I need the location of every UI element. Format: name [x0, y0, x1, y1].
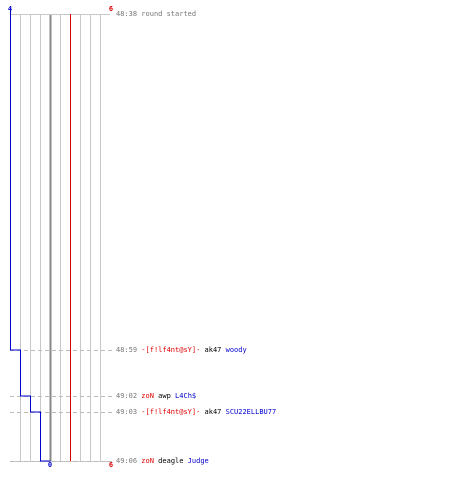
event-time: 49:06 [116, 457, 138, 465]
event-row-info: 48:38 round started [116, 9, 196, 19]
victim-name: woody [225, 346, 247, 354]
victim-name: Judge [187, 457, 209, 465]
killer-name: zoN [141, 457, 154, 465]
event-time: 48:38 [116, 10, 138, 18]
event-time: 48:59 [116, 346, 138, 354]
team-b-start-count: 6 [108, 5, 114, 13]
weapon-name: ak47 [204, 346, 222, 354]
team-b-end-count: 6 [108, 461, 114, 469]
killer-name: -[f!lf4nt@sY]- [141, 346, 201, 354]
team-a-count-line [10, 8, 51, 462]
weapon-name: ak47 [204, 408, 222, 416]
event-row-kill: 49:06 zoN deagle Judge [116, 456, 209, 466]
weapon-name: awp [158, 392, 171, 400]
victim-name: SCU22ELLBU77 [225, 408, 277, 416]
event-time: 49:03 [116, 408, 138, 416]
event-row-kill: 48:59 -[f!lf4nt@sY]- ak47 woody [116, 345, 247, 355]
victim-name: L4Ch$ [175, 392, 197, 400]
event-message: round started [141, 10, 197, 18]
killer-name: -[f!lf4nt@sY]- [141, 408, 201, 416]
event-row-kill: 49:03 -[f!lf4nt@sY]- ak47 SCU22ELLBU77 [116, 407, 276, 417]
killer-name: zoN [141, 392, 154, 400]
event-row-kill: 49:02 zoN awp L4Ch$ [116, 391, 196, 401]
team-a-end-count: 0 [47, 461, 53, 469]
team-a-start-count: 4 [7, 5, 13, 13]
event-time: 49:02 [116, 392, 138, 400]
weapon-name: deagle [158, 457, 184, 465]
